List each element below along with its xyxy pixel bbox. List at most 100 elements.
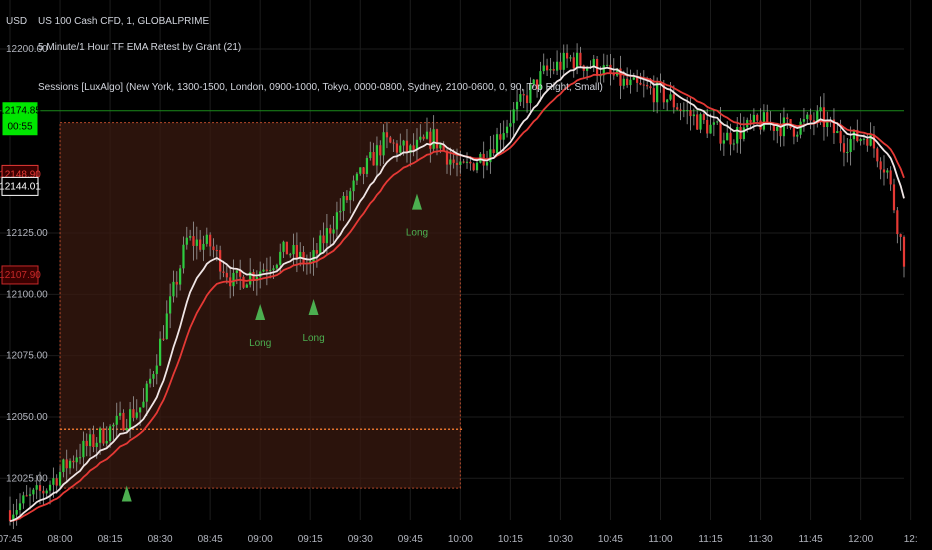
candle-body <box>772 123 776 131</box>
candle-body <box>839 131 842 144</box>
candle-body <box>322 235 325 244</box>
candle-body <box>88 434 92 447</box>
candle-body <box>866 138 869 146</box>
candle-body <box>672 94 675 108</box>
candle-body <box>842 143 846 153</box>
ema-fast-line <box>9 65 905 523</box>
time-tick-label: 11:30 <box>748 534 773 545</box>
candle-body <box>742 127 745 140</box>
time-tick-label: 10:00 <box>448 534 473 545</box>
time-tick-label: 12:00 <box>848 534 873 545</box>
candle-body <box>779 126 782 137</box>
candle-body <box>35 485 38 490</box>
candle-body <box>212 246 215 251</box>
candle-body <box>115 415 118 425</box>
candle-body <box>726 132 729 141</box>
candle-body <box>622 78 625 86</box>
candle-body <box>892 184 896 211</box>
candle-body <box>68 460 72 469</box>
candle-body <box>78 457 82 459</box>
candle-body <box>252 272 255 281</box>
candle-body <box>65 459 68 469</box>
candle-body <box>579 52 582 66</box>
candle-body <box>405 140 409 153</box>
time-tick-label: 10:30 <box>548 534 573 545</box>
long-signal-label: Long <box>406 228 428 239</box>
candle-body <box>722 140 725 144</box>
candle-body <box>132 409 135 418</box>
candle-body <box>652 88 655 103</box>
candle-body <box>662 83 665 103</box>
price-tick-label: 12075.00 <box>6 351 48 362</box>
price-tag-box <box>1 176 39 196</box>
candle-body <box>452 159 455 163</box>
candle-body <box>105 441 108 444</box>
candle-body <box>122 412 125 431</box>
candle-body <box>656 81 659 103</box>
candle-body <box>309 261 312 263</box>
time-tick-label: 11:00 <box>648 534 673 545</box>
candle-body <box>205 234 208 244</box>
candle-body <box>98 428 102 443</box>
candle-body <box>55 478 58 486</box>
candle-body <box>542 65 545 72</box>
candle-body <box>762 112 765 130</box>
candle-body <box>189 236 192 238</box>
candle-body <box>282 241 285 252</box>
candle-body <box>179 268 182 285</box>
candle-body <box>462 161 465 163</box>
price-tag-countdown: 00:55 <box>7 122 32 133</box>
candle-body <box>162 338 165 340</box>
time-tick-label: 09:15 <box>298 534 323 545</box>
candle-body <box>836 131 839 134</box>
candle-body <box>689 110 692 117</box>
candle-body <box>58 471 62 486</box>
candle-body <box>142 401 145 408</box>
price-tag-box <box>1 265 39 285</box>
candle-body <box>12 514 15 522</box>
candle-body <box>619 68 622 86</box>
candle-body <box>155 365 158 375</box>
time-axis[interactable]: 07:45 08:00 08:15 08:30 08:45 09:00 09:15 09:30… <box>0 534 918 545</box>
time-tick-label: 12: <box>904 534 918 545</box>
candle-body <box>592 58 595 68</box>
time-tick-label: 11:15 <box>698 534 723 545</box>
price-tick-label: 12100.00 <box>6 289 48 300</box>
candle-body <box>249 272 252 285</box>
indicator-title[interactable]: 5 Minute/1 Hour TF EMA Retest by Grant (… <box>38 42 241 53</box>
candle-body <box>379 145 382 156</box>
candle-body <box>45 490 48 494</box>
candle-body <box>292 245 295 255</box>
long-signal-arrow <box>255 303 266 320</box>
candle-body <box>128 409 132 428</box>
candle-body <box>209 234 212 247</box>
candle-body <box>862 138 866 140</box>
candle-body <box>175 281 178 285</box>
candle-body <box>365 158 369 174</box>
candle-body <box>545 65 549 71</box>
candle-body <box>606 64 609 66</box>
candle-body <box>716 121 719 123</box>
symbol-title[interactable]: US 100 Cash CFD, 1, GLOBALPRIME <box>38 16 210 27</box>
price-axis[interactable]: 12200.00 12125.00 12100.00 12075.00 12050.00… <box>6 44 48 484</box>
candle-body <box>702 114 705 120</box>
candle-body <box>139 407 142 413</box>
candle-body <box>806 114 809 120</box>
candle-body <box>816 111 819 123</box>
candle-body <box>429 131 432 149</box>
candle-body <box>325 228 329 244</box>
sessions-indicator-title[interactable]: Sessions [LuxAlgo] (New York, 1300-1500,… <box>38 82 603 93</box>
candle-body <box>425 131 429 139</box>
candle-body <box>649 86 652 89</box>
candle-body <box>415 139 419 150</box>
ema-lines <box>9 65 905 523</box>
candle-body <box>299 251 302 258</box>
candle-body <box>315 250 319 254</box>
candle-body <box>85 440 88 447</box>
long-signal-arrow <box>121 485 132 502</box>
candle-body <box>502 133 505 140</box>
candle-body <box>686 110 689 112</box>
candle-body <box>382 132 385 156</box>
candle-body <box>199 239 202 250</box>
